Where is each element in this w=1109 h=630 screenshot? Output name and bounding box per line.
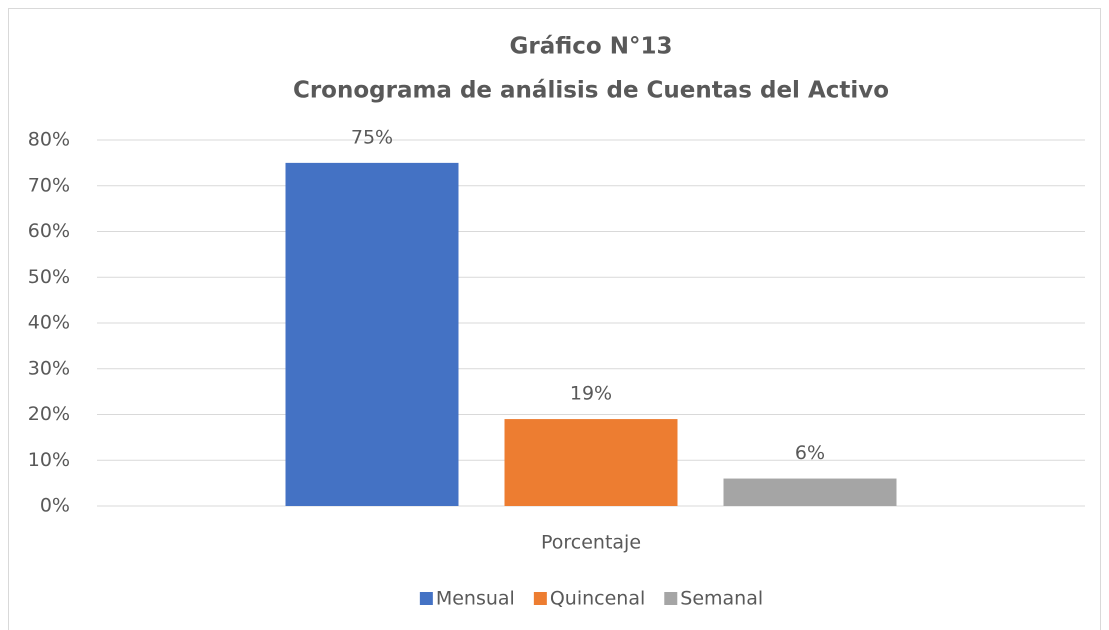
- y-tick-label: 80%: [28, 129, 70, 151]
- y-tick-label: 50%: [28, 266, 70, 288]
- legend-swatch: [419, 592, 433, 605]
- chart-subtitle: Cronograma de análisis de Cuentas del Ac…: [293, 78, 889, 104]
- x-tick-label: Porcentaje: [541, 532, 641, 554]
- legend-swatch: [664, 592, 678, 605]
- bar: [723, 478, 897, 506]
- bar: [504, 419, 678, 506]
- y-tick-label: 40%: [28, 312, 70, 334]
- legend-swatch: [533, 592, 547, 605]
- data-label: 6%: [795, 442, 825, 464]
- y-tick-label: 10%: [28, 449, 70, 471]
- data-label: 19%: [570, 383, 612, 405]
- y-tick-label: 30%: [28, 357, 70, 379]
- chart-border: [8, 8, 1101, 630]
- y-tick-label: 60%: [28, 220, 70, 242]
- legend-label: Quincenal: [550, 588, 645, 610]
- y-tick-label: 70%: [28, 174, 70, 196]
- legend-label: Mensual: [436, 588, 515, 610]
- y-tick-label: 20%: [28, 403, 70, 425]
- y-tick-label: 0%: [40, 495, 70, 517]
- chart-title: Gráfico N°13: [510, 34, 673, 60]
- data-label: 75%: [351, 126, 393, 148]
- legend-label: Semanal: [680, 588, 763, 610]
- bar: [285, 162, 459, 506]
